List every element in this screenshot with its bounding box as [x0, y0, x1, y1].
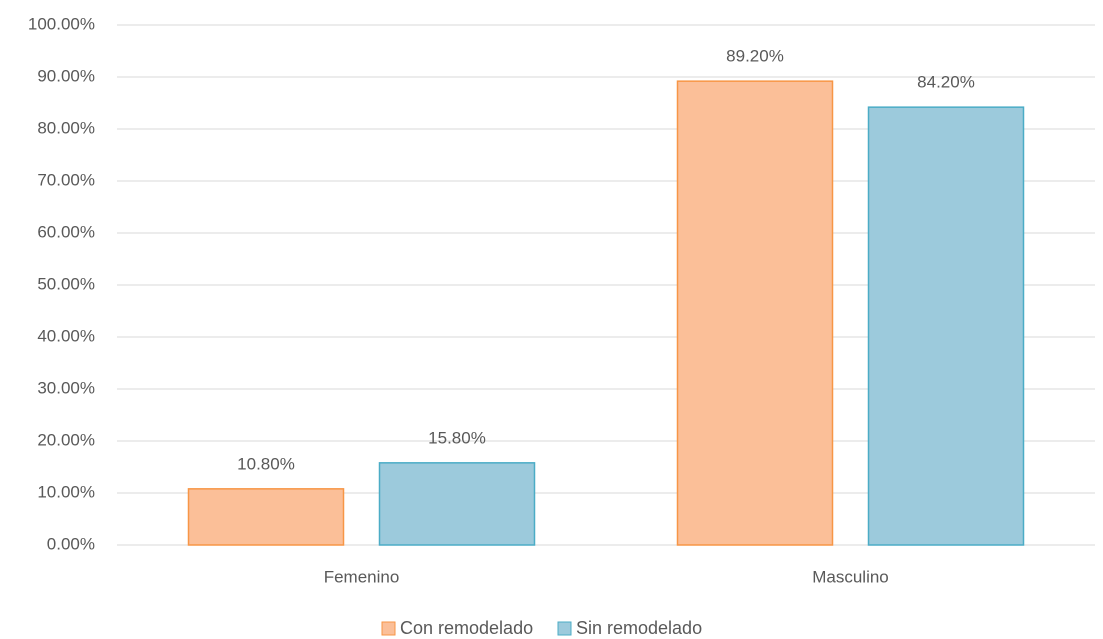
- legend-swatch: [557, 621, 572, 636]
- data-label: 15.80%: [428, 428, 486, 447]
- y-tick-label: 80.00%: [37, 118, 95, 137]
- data-label: 84.20%: [917, 73, 975, 92]
- y-tick-label: 30.00%: [37, 378, 95, 397]
- y-tick-label: 10.00%: [37, 482, 95, 501]
- bar: [676, 80, 834, 546]
- y-tick-label: 50.00%: [37, 274, 95, 293]
- y-tick-label: 90.00%: [37, 66, 95, 85]
- y-tick-label: 60.00%: [37, 222, 95, 241]
- y-tick-label: 20.00%: [37, 430, 95, 449]
- x-tick-label: Femenino: [324, 567, 400, 586]
- bar: [867, 106, 1025, 546]
- legend-label: Con remodelado: [400, 618, 533, 638]
- x-tick-label: Masculino: [812, 567, 889, 586]
- y-tick-label: 40.00%: [37, 326, 95, 345]
- data-label: 89.20%: [726, 47, 784, 66]
- y-tick-label: 0.00%: [47, 534, 95, 553]
- bar: [187, 488, 345, 546]
- bar: [378, 462, 536, 546]
- legend-swatch: [381, 621, 396, 636]
- legend-label: Sin remodelado: [576, 618, 702, 638]
- y-tick-label: 70.00%: [37, 170, 95, 189]
- y-tick-label: 100.00%: [28, 14, 95, 33]
- data-label: 10.80%: [237, 454, 295, 473]
